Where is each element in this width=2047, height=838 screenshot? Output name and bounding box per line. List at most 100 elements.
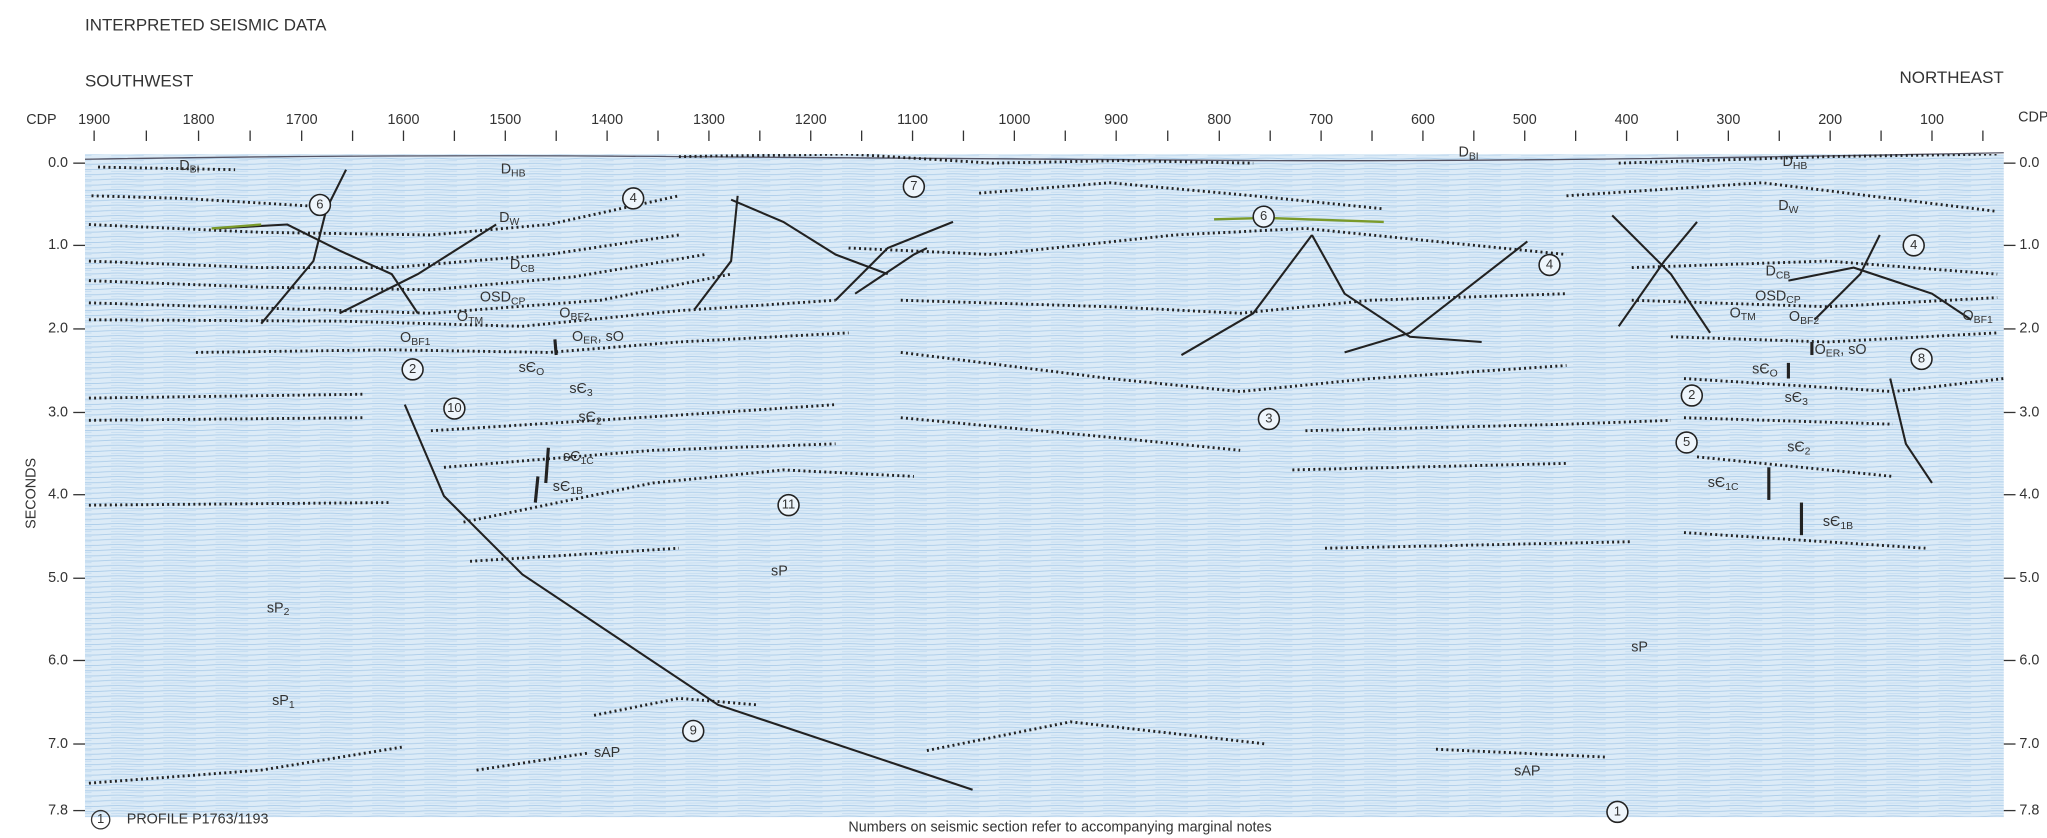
- unit-sub: ER: [583, 335, 598, 346]
- unit-base: sЄ: [569, 381, 586, 397]
- time-tick-label: 0.0: [2019, 155, 2039, 171]
- title: INTERPRETED SEISMIC DATA: [85, 16, 327, 35]
- unit-sub: 1B: [1840, 521, 1853, 532]
- caption: Numbers on seismic section refer to acco…: [848, 819, 1271, 835]
- unit-sub: CB: [520, 264, 535, 275]
- time-tick-label: 7.8: [2019, 802, 2039, 818]
- cdp-tick-label: 1800: [183, 112, 215, 128]
- unit-base: O: [572, 329, 583, 345]
- direction-left: SOUTHWEST: [85, 72, 193, 91]
- unit-sub: CP: [511, 296, 526, 307]
- unit-sub: O: [1770, 368, 1778, 379]
- unit-sub: 3: [587, 388, 593, 399]
- cdp-tick-label: 1900: [78, 112, 110, 128]
- note-number: 2: [1688, 387, 1695, 402]
- unit-sub: 3: [1802, 397, 1808, 408]
- note-number: 4: [1546, 256, 1553, 271]
- note-number: 6: [1260, 208, 1267, 223]
- unit-base: O: [457, 309, 468, 325]
- time-tick-label: 1.0: [48, 237, 68, 253]
- time-tick-label: 2.0: [2019, 321, 2039, 337]
- cdp-tick-label: 400: [1615, 112, 1639, 128]
- unit-base: sP: [267, 600, 284, 616]
- unit-base: D: [501, 161, 511, 177]
- unit-tail: , sO: [1840, 342, 1866, 358]
- time-tick-label: 6.0: [2019, 652, 2039, 668]
- note-number: 10: [447, 400, 462, 415]
- time-tick-label: 4.0: [2019, 487, 2039, 503]
- note-number: 6: [316, 196, 323, 211]
- note-number: 9: [690, 722, 697, 737]
- unit-base: sЄ: [1785, 390, 1802, 406]
- unit-label: sP: [1631, 639, 1648, 655]
- seismic-figure: INTERPRETED SEISMIC DATA SOUTHWEST NORTH…: [0, 0, 2047, 838]
- profile: PROFILE P1763/1193: [127, 812, 269, 828]
- time-tick-label: 2.0: [48, 321, 68, 337]
- note-number: 11: [782, 497, 796, 512]
- unit-base: D: [179, 158, 189, 174]
- unit-sub: ER: [1826, 349, 1841, 360]
- unit-base: sAP: [1514, 763, 1540, 779]
- unit-base: sP: [771, 564, 788, 580]
- cdp-tick-label: 1300: [693, 112, 725, 128]
- note-number: 2: [409, 361, 416, 376]
- cdp-tick-label: 600: [1411, 112, 1435, 128]
- unit-sub: BF1: [1974, 315, 1993, 326]
- unit-sub: 2: [596, 416, 602, 427]
- note-number: 4: [1910, 237, 1917, 252]
- note-number: 1: [1614, 803, 1621, 818]
- unit-base: sP: [1631, 639, 1648, 655]
- unit-sub: TM: [1741, 312, 1756, 323]
- note-number: 7: [910, 178, 917, 193]
- unit-sub: CP: [1786, 295, 1801, 306]
- unit-base: D: [1458, 145, 1468, 161]
- unit-sub: BI: [1469, 151, 1479, 162]
- note-number: 5: [1683, 434, 1690, 449]
- unit-sub: HB: [511, 168, 526, 179]
- cdp-tick-label: 500: [1513, 112, 1537, 128]
- cdp-tick-label: 1400: [591, 112, 623, 128]
- cdp-tick-label: 1200: [795, 112, 827, 128]
- time-tick-label: 6.0: [48, 652, 68, 668]
- unit-sub: 1C: [580, 456, 594, 467]
- unit-sub: O: [536, 367, 544, 378]
- cdp-tick-label: 1600: [388, 112, 420, 128]
- unit-base: D: [1783, 154, 1793, 170]
- note-number: 1: [97, 811, 104, 826]
- unit-base: D: [1766, 263, 1776, 279]
- unit-base: OSD: [1755, 288, 1786, 304]
- unit-base: sЄ: [519, 360, 536, 376]
- unit-label: OER, sO: [572, 329, 624, 347]
- page: { "title": "INTERPRETED SEISMIC DATA", "…: [0, 0, 2047, 838]
- note-number: 3: [1265, 410, 1272, 425]
- unit-base: sЄ: [553, 479, 570, 495]
- time-tick-label: 3.0: [2019, 404, 2039, 420]
- unit-base: OSD: [480, 289, 511, 305]
- unit-base: D: [1778, 198, 1788, 214]
- unit-label: sAP: [1514, 763, 1540, 779]
- time-label: SECONDS: [23, 458, 39, 529]
- unit-base: sЄ: [578, 409, 595, 425]
- unit-tail: , sO: [598, 329, 624, 345]
- unit-base: sЄ: [1752, 361, 1769, 377]
- note-number: 4: [630, 190, 637, 205]
- cdp-tick-label: 800: [1207, 112, 1231, 128]
- unit-base: sЄ: [1787, 440, 1804, 456]
- cdp-tick-label: 1700: [286, 112, 318, 128]
- direction-right: NORTHEAST: [1900, 68, 2004, 87]
- cdp-tick-label: 200: [1818, 112, 1842, 128]
- unit-sub: W: [1789, 205, 1799, 216]
- cdp-tick-label: 100: [1920, 112, 1944, 128]
- time-tick-label: 3.0: [48, 404, 68, 420]
- unit-sub: 2: [284, 607, 290, 618]
- unit-label: sP: [771, 564, 788, 580]
- time-tick-label: 4.0: [48, 487, 68, 503]
- time-tick-label: 5.0: [48, 570, 68, 586]
- unit-sub: 1C: [1725, 482, 1739, 493]
- unit-base: O: [1789, 309, 1800, 325]
- note-number: 8: [1918, 350, 1925, 365]
- unit-base: sP: [272, 693, 289, 709]
- unit-sub: TM: [468, 316, 483, 327]
- unit-label: DBI: [1458, 145, 1478, 163]
- cdp-tick-label: 900: [1104, 112, 1128, 128]
